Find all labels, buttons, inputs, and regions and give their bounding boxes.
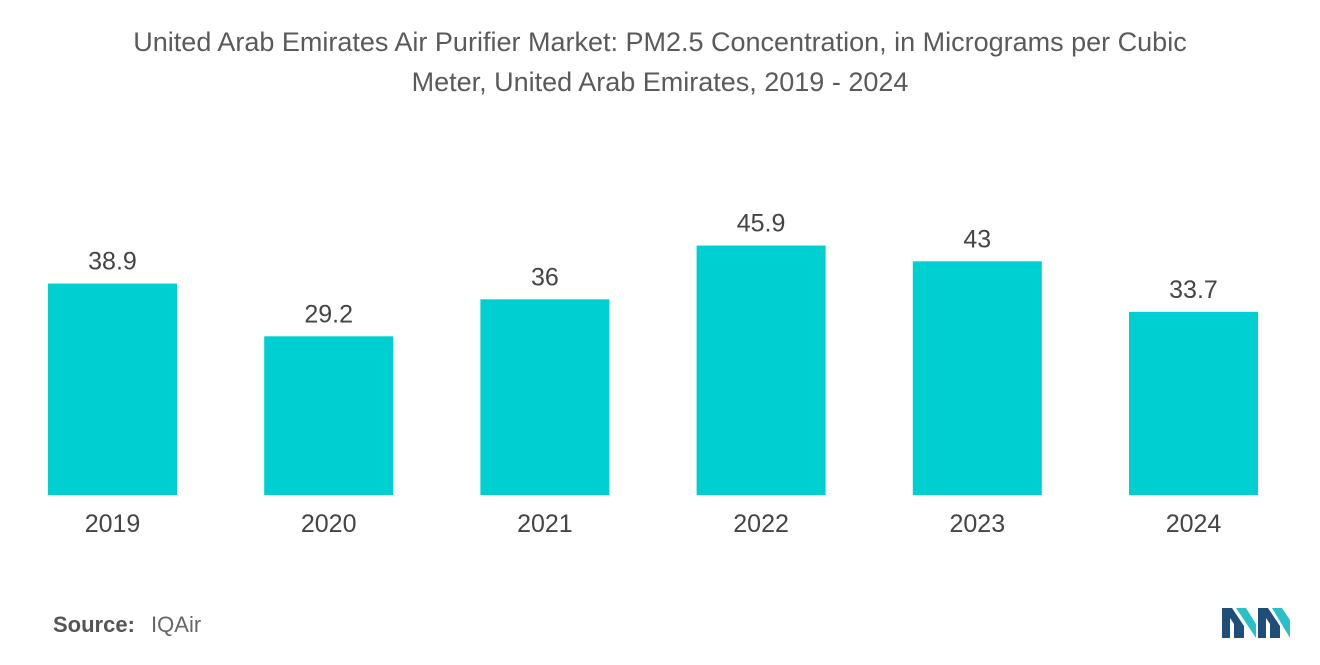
bar-2024 bbox=[1129, 311, 1258, 495]
x-tick-label-2021: 2021 bbox=[517, 510, 573, 538]
bar-2019 bbox=[48, 283, 177, 495]
bar-2021 bbox=[480, 299, 610, 495]
x-tick-label-2019: 2019 bbox=[85, 510, 141, 538]
bar-chart: 38.9 2019 29.2 2020 36 2021 45.9 2022 43 2023 33.7… bbox=[48, 210, 1258, 538]
bar-2023 bbox=[912, 261, 1042, 495]
x-tick-label-2023: 2023 bbox=[949, 510, 1005, 538]
value-label-2023: 43 bbox=[963, 225, 991, 253]
source-note: Source: IQAir bbox=[53, 612, 201, 638]
x-tick-label-2024: 2024 bbox=[1166, 510, 1222, 538]
value-label-2019: 38.9 bbox=[88, 248, 137, 276]
value-label-2024: 33.7 bbox=[1169, 276, 1218, 304]
bar-2022 bbox=[696, 245, 826, 495]
value-label-2021: 36 bbox=[531, 263, 559, 291]
chart-title-line-1: United Arab Emirates Air Purifier Market… bbox=[133, 27, 1187, 57]
value-label-2020: 29.2 bbox=[304, 300, 353, 328]
bar-2020 bbox=[264, 336, 394, 495]
source-value: IQAir bbox=[151, 612, 202, 637]
mordor-logo-icon bbox=[1222, 608, 1290, 638]
x-tick-label-2022: 2022 bbox=[733, 510, 789, 538]
x-tick-label-2020: 2020 bbox=[301, 510, 357, 538]
source-label: Source: bbox=[53, 612, 135, 637]
chart-title-line-2: Meter, United Arab Emirates, 2019 - 2024 bbox=[411, 67, 909, 97]
chart-title: United Arab Emirates Air Purifier Market… bbox=[0, 22, 1320, 102]
value-label-2022: 45.9 bbox=[737, 210, 786, 238]
